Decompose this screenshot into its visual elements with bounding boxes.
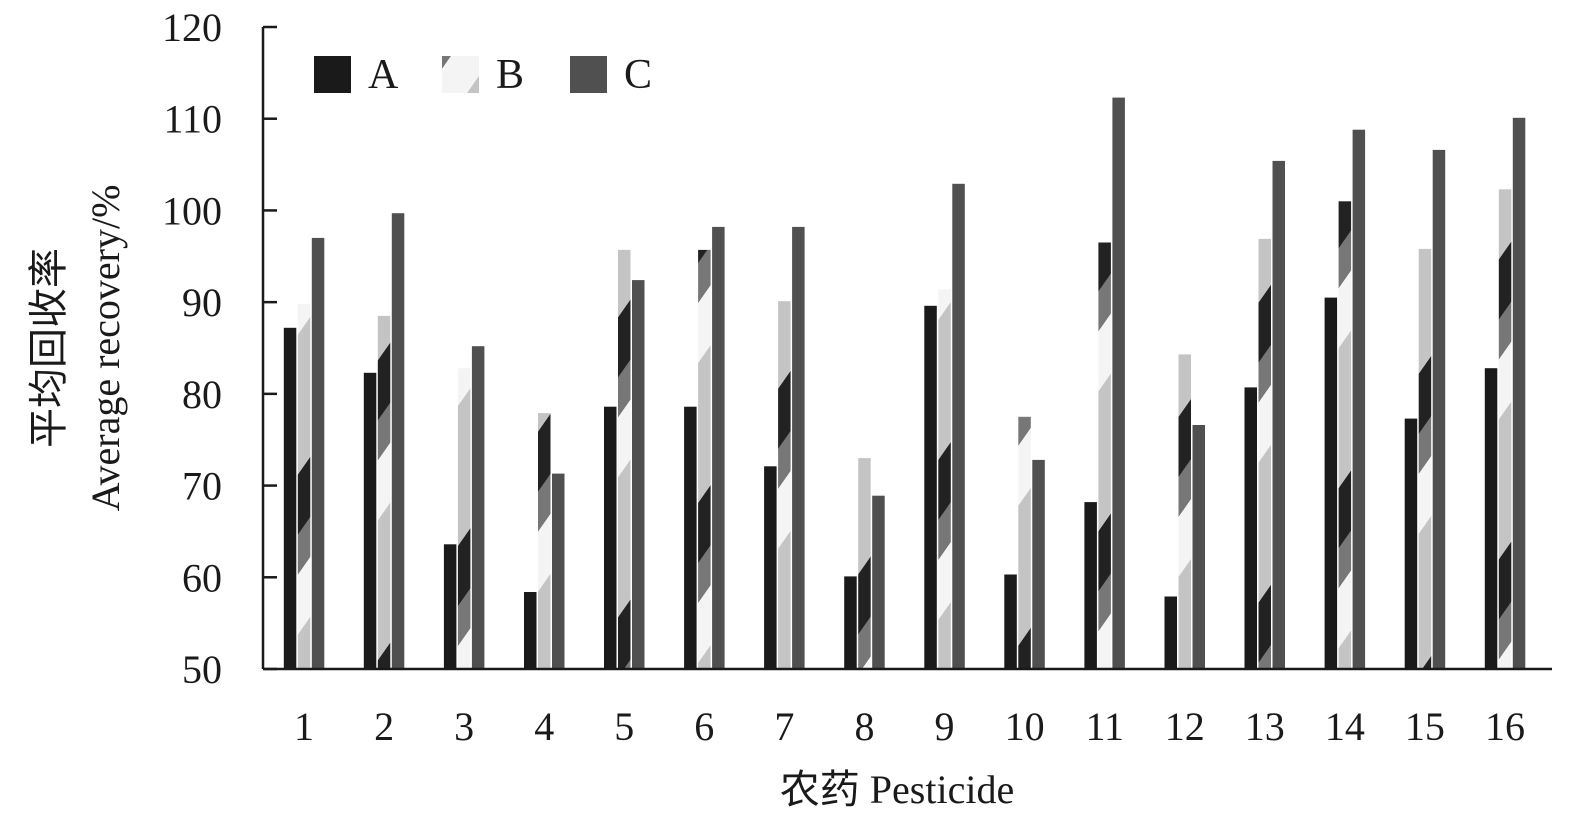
x-tick-label: 14: [1325, 704, 1365, 749]
bar-a-13: [1244, 387, 1257, 669]
bar-c-6: [712, 226, 725, 669]
bar-a-10: [1004, 574, 1017, 669]
y-tick-label: 100: [162, 188, 222, 233]
legend: A B C: [314, 52, 652, 98]
bar-a-8: [844, 576, 857, 669]
bar-a-4: [524, 592, 537, 669]
x-tick-label: 3: [454, 704, 474, 749]
bar-a-3: [443, 544, 457, 669]
bar-a-14: [1324, 297, 1338, 669]
bar-b-10: [1018, 416, 1031, 669]
x-tick-label: 5: [614, 704, 634, 749]
bar-b-12: [1178, 354, 1191, 669]
y-axis-title-cn: 平均回收率: [26, 248, 71, 448]
x-tick-label: 13: [1245, 704, 1285, 749]
bar-a-11: [1084, 502, 1097, 669]
bar-b-8: [858, 458, 871, 669]
bar-c-9: [952, 183, 965, 670]
y-axis-title-en: Average recovery/%: [83, 185, 128, 512]
x-axis-title: 农药 Pesticide: [780, 767, 1014, 812]
bar-b-1: [297, 304, 311, 669]
bar-c-8: [872, 495, 885, 669]
bar-c-5: [632, 280, 645, 669]
x-tick-label: 8: [855, 704, 875, 749]
x-tick-label: 1: [294, 704, 314, 749]
bar-b-11: [1098, 242, 1111, 669]
bar-a-5: [604, 406, 617, 669]
bar-b-6: [698, 249, 711, 669]
bar-a-1: [283, 327, 297, 669]
x-tick-label: 2: [374, 704, 394, 749]
bar-b-15: [1418, 248, 1432, 669]
bar-c-4: [552, 473, 565, 669]
bar-c-2: [391, 213, 405, 669]
bar-a-2: [363, 372, 377, 669]
bar-b-14: [1338, 201, 1352, 670]
y-tick-label: 60: [182, 555, 222, 600]
bar-a-12: [1164, 596, 1177, 669]
bar-b-2: [377, 315, 391, 669]
x-tick-label: 4: [534, 704, 554, 749]
bar-c-7: [792, 226, 805, 669]
bars-group: [283, 97, 1526, 670]
legend-label-c: C: [624, 52, 652, 98]
x-tick-label: 6: [694, 704, 714, 749]
bar-a-15: [1404, 418, 1418, 669]
x-tick-label: 16: [1485, 704, 1525, 749]
y-tick-label: 70: [182, 464, 222, 509]
y-tick-label: 50: [182, 647, 222, 692]
y-axis-ticks: 50 60 70 80 90 100 110 120: [162, 5, 277, 692]
x-tick-label: 9: [935, 704, 955, 749]
bar-a-16: [1484, 368, 1498, 669]
x-tick-label: 15: [1405, 704, 1445, 749]
legend-swatch-c: [570, 56, 607, 93]
x-tick-label: 11: [1085, 704, 1124, 749]
bar-c-3: [471, 346, 485, 669]
bar-b-5: [618, 249, 631, 669]
x-tick-label: 10: [1005, 704, 1045, 749]
legend-label-a: A: [368, 52, 399, 98]
bar-b-13: [1258, 238, 1271, 669]
legend-label-b: B: [496, 52, 524, 98]
y-tick-label: 110: [163, 97, 222, 142]
bar-a-9: [924, 305, 937, 669]
bar-b-9: [938, 289, 951, 669]
bar-c-16: [1512, 117, 1526, 670]
bar-a-7: [764, 466, 777, 669]
bar-b-7: [778, 301, 791, 669]
bar-c-12: [1192, 425, 1205, 669]
bar-c-10: [1032, 459, 1045, 669]
legend-swatch-a: [314, 56, 351, 93]
bar-a-6: [684, 406, 697, 669]
x-tick-label: 7: [774, 704, 794, 749]
y-tick-label: 80: [182, 372, 222, 417]
bar-b-16: [1498, 189, 1512, 670]
x-axis-ticks: 1 2 3 4 5 6 7 8 9 10 11 12 13 14 15 16: [294, 704, 1525, 749]
bar-c-14: [1352, 129, 1366, 669]
bar-c-13: [1272, 160, 1285, 669]
bar-c-15: [1432, 149, 1446, 669]
y-axis-title: 平均回收率 Average recovery/%: [26, 185, 128, 512]
bar-c-1: [311, 237, 325, 669]
y-tick-label: 90: [182, 280, 222, 325]
bar-c-11: [1112, 97, 1125, 670]
x-tick-label: 12: [1165, 704, 1205, 749]
legend-swatch-b: [442, 56, 479, 93]
bar-b-3: [457, 368, 471, 669]
bar-b-4: [538, 413, 551, 669]
y-tick-label: 120: [162, 5, 222, 50]
